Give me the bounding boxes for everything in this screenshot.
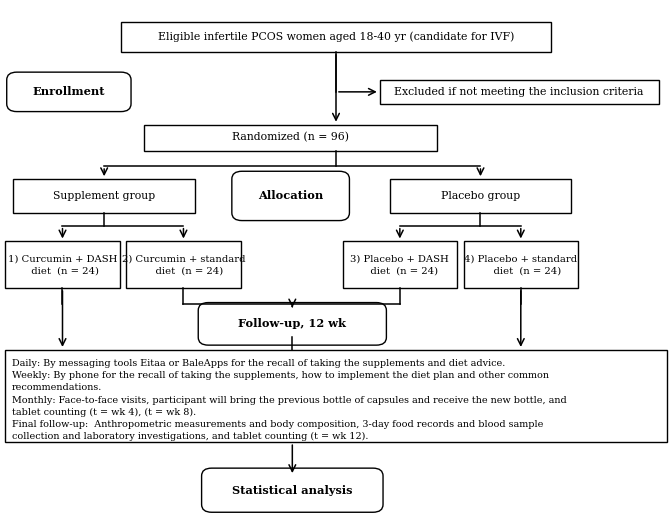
FancyBboxPatch shape (5, 350, 667, 442)
Text: 2) Curcumin + standard
    diet  (n = 24): 2) Curcumin + standard diet (n = 24) (122, 254, 245, 275)
FancyBboxPatch shape (202, 468, 383, 512)
FancyBboxPatch shape (464, 241, 578, 288)
FancyBboxPatch shape (5, 241, 120, 288)
Text: Enrollment: Enrollment (33, 86, 105, 98)
FancyBboxPatch shape (144, 125, 437, 151)
Text: Statistical analysis: Statistical analysis (232, 485, 353, 496)
FancyBboxPatch shape (343, 241, 457, 288)
Text: 4) Placebo + standard
    diet  (n = 24): 4) Placebo + standard diet (n = 24) (464, 254, 577, 275)
Text: Randomized (n = 96): Randomized (n = 96) (232, 132, 349, 143)
FancyBboxPatch shape (198, 303, 386, 345)
Text: Allocation: Allocation (258, 190, 323, 201)
Text: Eligible infertile PCOS women aged 18-40 yr (candidate for IVF): Eligible infertile PCOS women aged 18-40… (158, 32, 514, 42)
FancyBboxPatch shape (232, 171, 349, 221)
Text: 3) Placebo + DASH
   diet  (n = 24): 3) Placebo + DASH diet (n = 24) (351, 254, 449, 275)
FancyBboxPatch shape (126, 241, 241, 288)
FancyBboxPatch shape (380, 80, 659, 104)
Text: 1) Curcumin + DASH
  diet  (n = 24): 1) Curcumin + DASH diet (n = 24) (8, 254, 117, 275)
FancyBboxPatch shape (13, 179, 195, 213)
FancyBboxPatch shape (121, 22, 551, 52)
FancyBboxPatch shape (390, 179, 571, 213)
Text: Placebo group: Placebo group (441, 191, 520, 201)
Text: Supplement group: Supplement group (53, 191, 155, 201)
Text: Excluded if not meeting the inclusion criteria: Excluded if not meeting the inclusion cr… (394, 87, 644, 97)
FancyBboxPatch shape (7, 72, 131, 112)
Text: Daily: By messaging tools Eitaa or BaleApps for the recall of taking the supplem: Daily: By messaging tools Eitaa or BaleA… (12, 359, 567, 442)
Text: Follow-up, 12 wk: Follow-up, 12 wk (239, 318, 346, 330)
